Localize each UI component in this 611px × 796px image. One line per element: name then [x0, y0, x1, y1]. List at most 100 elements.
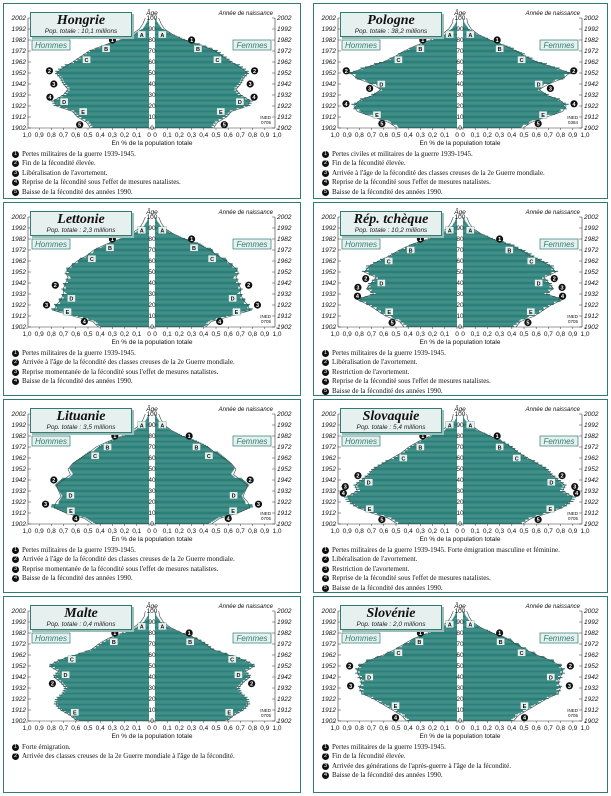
bar-men-age-27 [60, 493, 149, 495]
year-tick-label: 1922 [322, 103, 337, 110]
bar-men-age-5 [391, 517, 457, 519]
bar-men-age-80 [125, 631, 149, 633]
bar-men-age-24 [61, 496, 149, 498]
marker-A-women: A [466, 226, 475, 235]
bar-men-age-21 [59, 499, 149, 501]
bar-men-age-28 [66, 689, 149, 691]
marker-E-women: E [526, 307, 535, 316]
bar-women-age-11 [463, 313, 535, 315]
bar-men-age-53 [71, 464, 149, 466]
bar-women-age-17 [155, 108, 237, 110]
note-item: 1 Pertes militaires de la guerre 1939-194… [12, 546, 293, 555]
bar-women-age-13 [155, 508, 248, 510]
bar-men-age-67 [95, 449, 149, 451]
bar-men-age-12 [387, 706, 457, 708]
x-tick-label: 0,7 [236, 331, 245, 338]
marker-label: D [549, 481, 553, 487]
x-tick-label: 0,8 [556, 132, 565, 139]
bar-women-age-68 [155, 448, 211, 450]
bar-men-age-82 [434, 235, 457, 237]
bar-men-age-1 [408, 718, 457, 720]
bar-men-age-8 [73, 514, 149, 516]
bar-men-age-19 [351, 502, 457, 504]
age-tick-label: 10 [456, 510, 464, 517]
bar-men-age-19 [54, 305, 150, 307]
age-tick-label: 60 [148, 59, 156, 66]
x-tick-label: 0,8 [47, 132, 56, 139]
bar-men-age-35 [379, 88, 457, 90]
note-item: 3 Arrivée des générations de l'après-guer… [322, 762, 600, 771]
bar-men-age-20 [54, 303, 150, 305]
bar-women-age-24 [463, 299, 561, 301]
note-number-icon: 2 [322, 753, 329, 761]
bar-men-age-39 [62, 283, 149, 285]
bar-women-age-29 [155, 688, 241, 690]
bar-men-age-65 [88, 451, 149, 453]
bar-men-age-81 [434, 37, 457, 39]
x-tick-label: 0,2 [120, 528, 129, 535]
bar-men-age-76 [113, 636, 149, 638]
bar-men-age-81 [432, 236, 457, 238]
bar-women-age-25 [463, 99, 558, 101]
x-tick-label: 0,1 [471, 528, 480, 535]
bar-men-age-47 [57, 75, 150, 77]
bar-women-age-37 [463, 86, 543, 88]
x-tick-label: 0,3 [495, 725, 504, 732]
bar-women-age-77 [155, 42, 195, 44]
men-label: Hommes [31, 435, 71, 447]
bar-women-age-29 [155, 95, 243, 97]
bar-women-age-92 [463, 421, 467, 423]
bar-women-age-50 [463, 270, 558, 272]
bar-men-age-80 [121, 38, 149, 40]
note-item: 3 Restriction de l'avortement. [322, 368, 600, 377]
age-tick-label: 70 [456, 641, 464, 648]
bar-men-age-66 [88, 253, 149, 255]
bar-men-age-50 [51, 664, 149, 666]
x-tick-label: 0,6 [532, 528, 541, 535]
birth-year-title: Année de naissance [218, 604, 274, 610]
x-tick-label: 1,0 [22, 528, 31, 535]
bar-men-age-65 [87, 254, 149, 256]
bar-women-age-69 [463, 51, 520, 53]
bar-women-age-38 [463, 678, 561, 680]
year-tick-label: 1992 [584, 26, 599, 33]
women-label: Femmes [232, 238, 272, 250]
bar-men-age-95 [455, 418, 457, 420]
bar-women-age-76 [155, 242, 199, 244]
year-tick-label: 1932 [277, 685, 292, 692]
marker-label: 1 [498, 237, 501, 243]
bar-women-age-7 [155, 712, 240, 714]
note-number-icon: 1 [322, 151, 329, 158]
bar-women-age-56 [463, 461, 535, 463]
bar-women-age-81 [463, 236, 490, 238]
marker-label: B [106, 445, 110, 451]
bar-men-age-7 [87, 318, 149, 320]
bar-women-age-16 [463, 702, 541, 704]
bar-women-age-78 [155, 437, 189, 439]
bar-men-age-97 [455, 219, 457, 221]
bar-men-age-28 [363, 689, 457, 691]
marker-3-men: 3 [341, 483, 349, 491]
age-tick-label: 60 [148, 455, 156, 462]
year-tick-label: 1902 [584, 521, 599, 528]
bar-women-age-51 [155, 70, 249, 72]
bar-men-age-19 [354, 106, 457, 108]
bar-women-age-1 [155, 125, 212, 127]
bar-men-age-95 [146, 221, 149, 223]
men-label-text: Hommes [345, 240, 377, 249]
bar-women-age-33 [155, 90, 239, 92]
marker-label: D [236, 673, 240, 679]
bar-men-age-77 [421, 635, 457, 637]
note-item: 1 Pertes militaires de la guerre 1939-194… [322, 743, 600, 752]
marker-C-men: C [394, 649, 403, 657]
bar-women-age-91 [155, 422, 161, 424]
marker-C-women: C [517, 649, 526, 657]
bar-women-age-27 [463, 493, 570, 495]
bar-women-age-7 [155, 318, 217, 320]
bar-men-age-28 [368, 96, 457, 98]
marker-4-men: 4 [339, 489, 347, 497]
bar-men-age-34 [357, 485, 457, 487]
bar-men-age-44 [369, 474, 457, 476]
bar-men-age-93 [454, 24, 457, 26]
note-item: 2 Fin de la fécondité élevée. [322, 159, 600, 168]
